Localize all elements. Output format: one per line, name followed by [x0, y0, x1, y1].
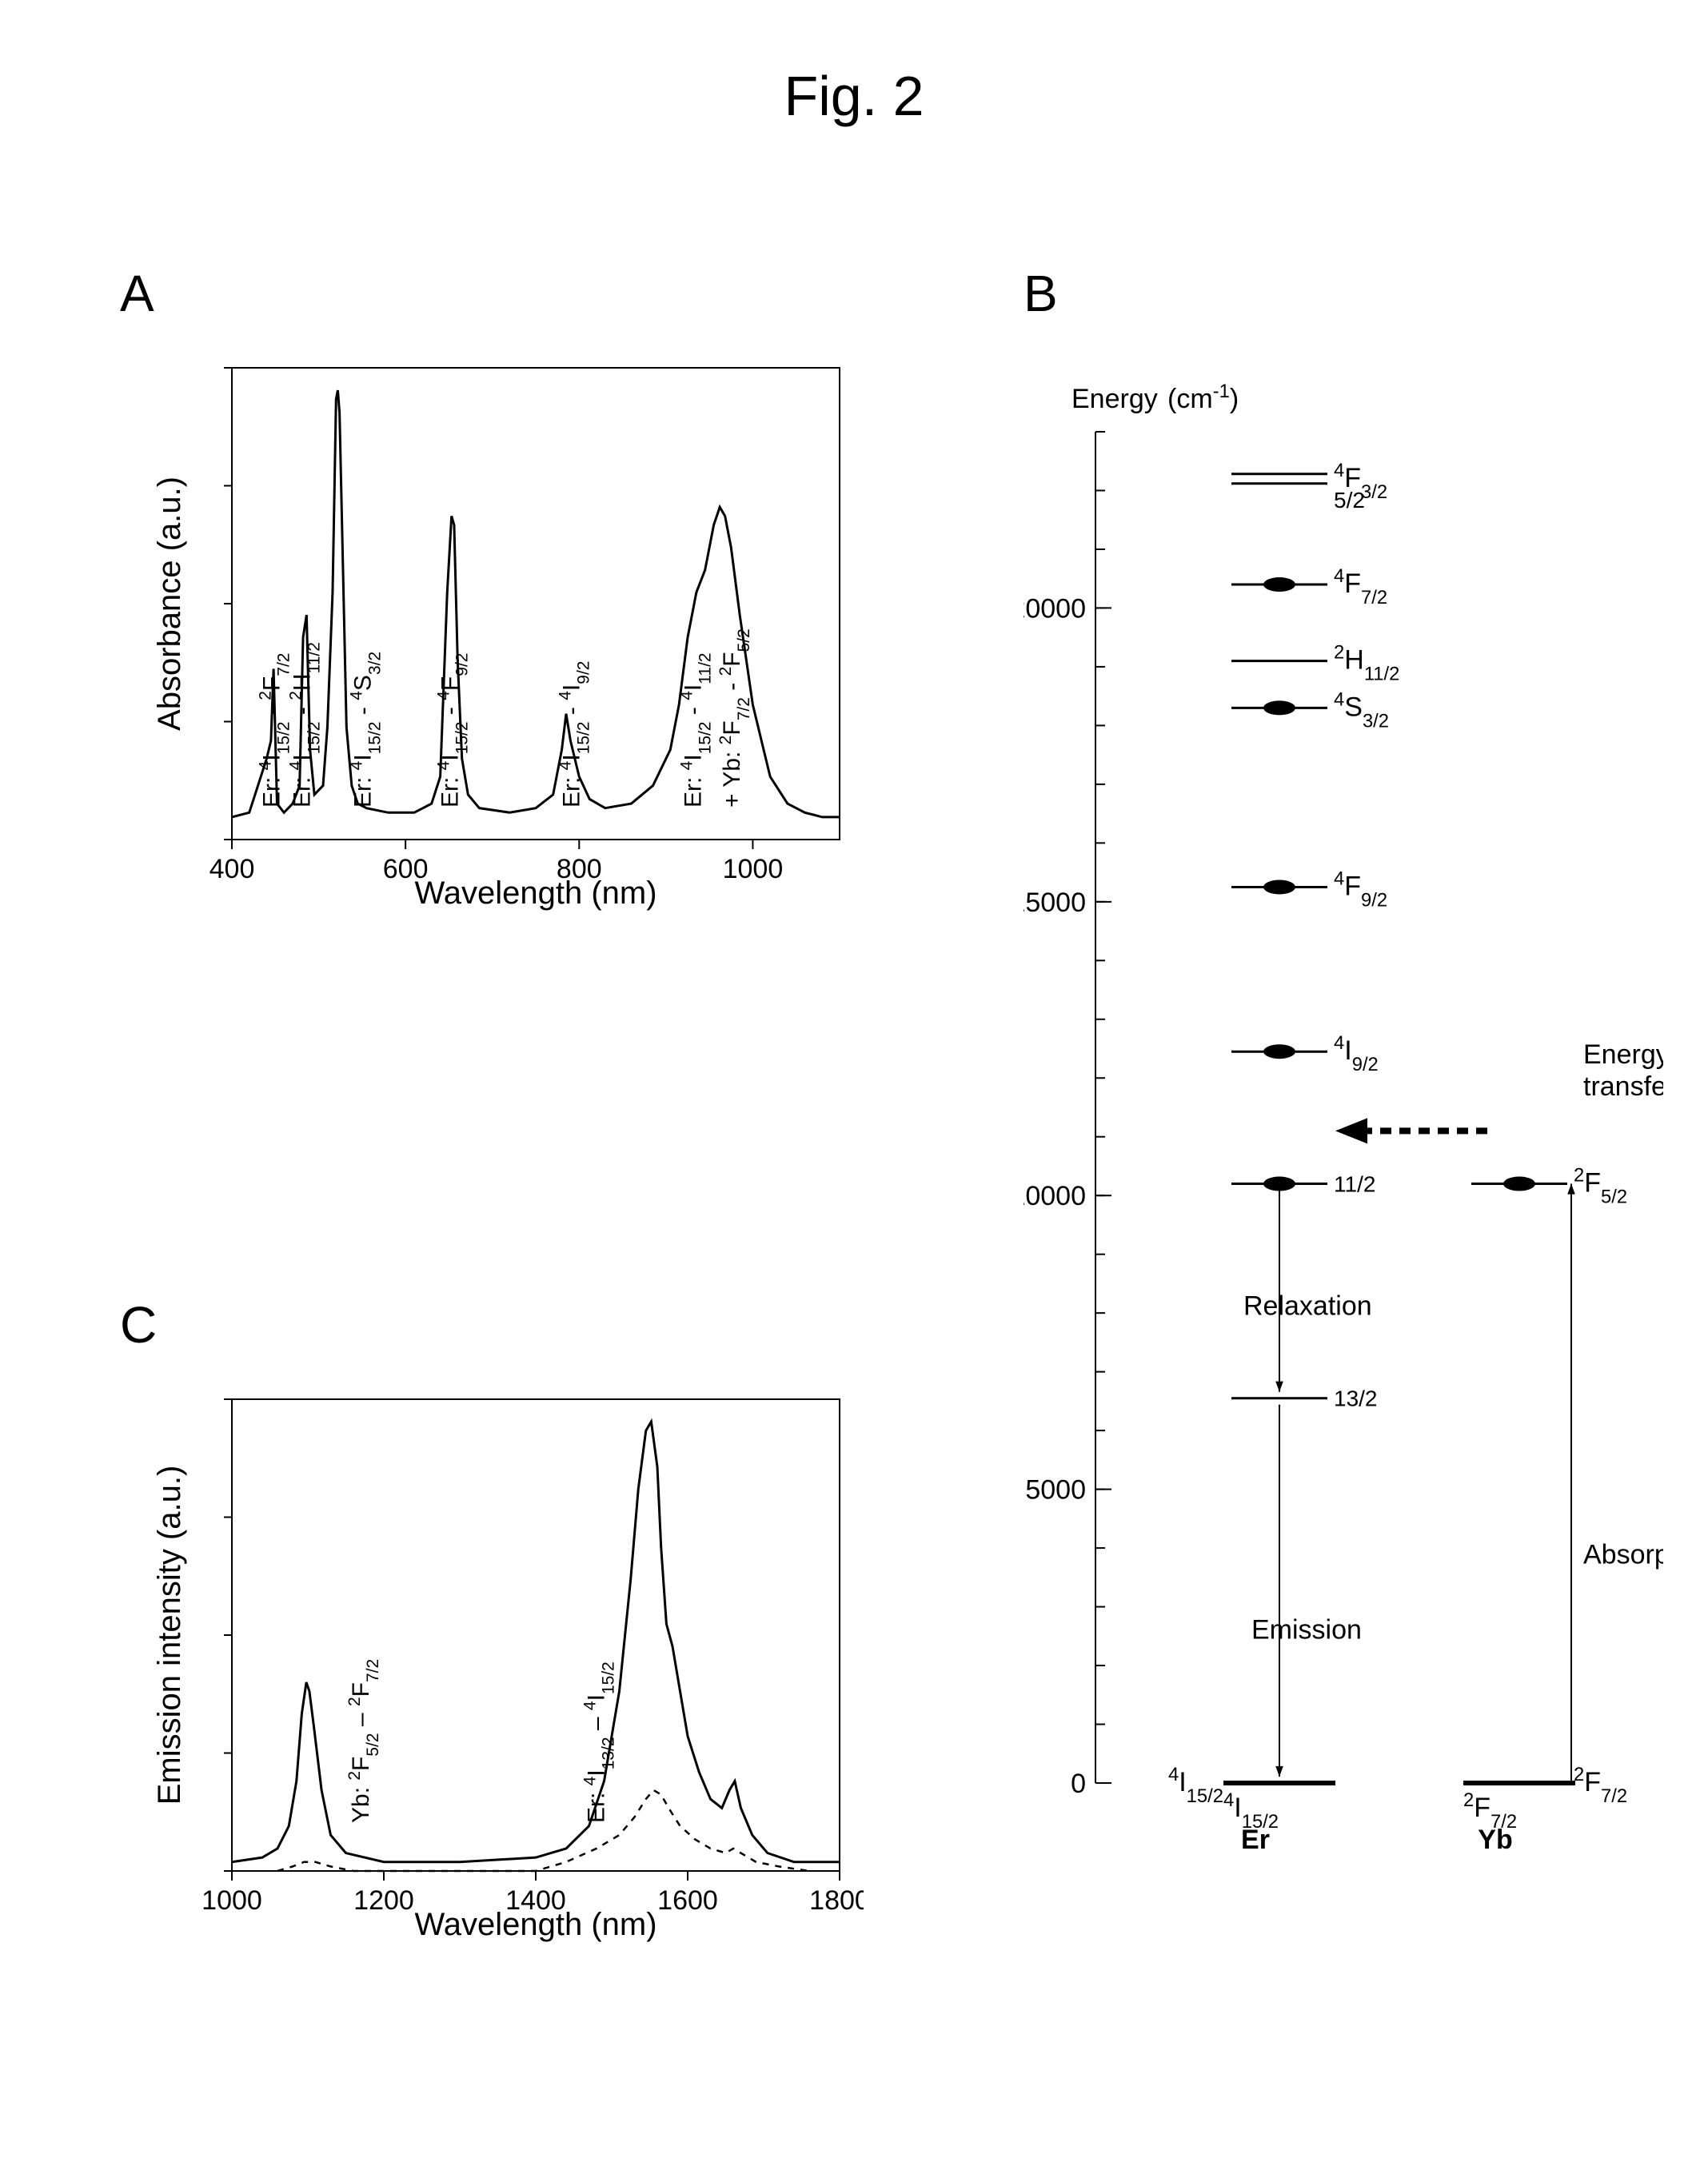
svg-text:2H11/2: 2H11/2 — [1334, 641, 1399, 684]
svg-text:4I9/2: 4I9/2 — [1334, 1032, 1379, 1075]
svg-text:1200: 1200 — [353, 1885, 414, 1916]
svg-text:400: 400 — [210, 854, 255, 884]
svg-text:+ Yb: 2F7/2 - 2F5/2: + Yb: 2F7/2 - 2F5/2 — [716, 628, 753, 808]
svg-text:Relaxation: Relaxation — [1243, 1291, 1372, 1322]
svg-text:10000: 10000 — [1024, 1181, 1086, 1211]
svg-text:Er: Er — [1241, 1825, 1270, 1855]
panel-label-B: B — [1024, 264, 1058, 323]
svg-text:(cm-1): (cm-1) — [1167, 381, 1239, 415]
svg-text:Emission intensity (a.u.): Emission intensity (a.u.) — [152, 1466, 187, 1805]
svg-text:0: 0 — [1071, 1769, 1086, 1799]
panel-C: 10001200140016001800Wavelength (nm)Emiss… — [144, 1375, 864, 1951]
svg-text:13/2: 13/2 — [1334, 1386, 1378, 1411]
svg-text:Yb: Yb — [1478, 1825, 1512, 1855]
svg-text:5000: 5000 — [1025, 1475, 1086, 1506]
svg-text:Er: 4I15/2 - 4I9/2: Er: 4I15/2 - 4I9/2 — [556, 661, 593, 808]
svg-text:Er: 4I15/2 - 2F7/2: Er: 4I15/2 - 2F7/2 — [256, 653, 293, 808]
svg-text:1000: 1000 — [202, 1885, 262, 1916]
svg-text:20000: 20000 — [1024, 593, 1086, 624]
svg-text:Wavelength (nm): Wavelength (nm) — [414, 876, 656, 911]
svg-text:4I15/2: 4I15/2 — [1168, 1764, 1223, 1807]
svg-text:11/2: 11/2 — [1334, 1172, 1375, 1197]
svg-text:transfer: transfer — [1583, 1071, 1663, 1102]
svg-text:2F7/2: 2F7/2 — [1574, 1764, 1627, 1807]
figure-title: Fig. 2 — [0, 64, 1708, 128]
svg-text:4F7/2: 4F7/2 — [1334, 565, 1387, 608]
svg-text:Er: 4I15/2 - 4S3/2: Er: 4I15/2 - 4S3/2 — [347, 652, 384, 808]
panel-B: Energy(cm-1)050001000015000200004F3/25/2… — [1024, 376, 1663, 1895]
panel-label-C: C — [120, 1295, 157, 1354]
panel-A: 4006008001000Wavelength (nm)Absorbance (… — [144, 344, 864, 919]
svg-text:Energy: Energy — [1071, 384, 1158, 414]
svg-text:1800: 1800 — [809, 1885, 864, 1916]
svg-text:15000: 15000 — [1024, 888, 1086, 918]
svg-text:Absorption: Absorption — [1583, 1539, 1663, 1570]
svg-text:Emission: Emission — [1251, 1614, 1362, 1645]
svg-text:Yb: 2F5/2 – 2F7/2: Yb: 2F5/2 – 2F7/2 — [345, 1659, 382, 1823]
svg-text:1600: 1600 — [657, 1885, 718, 1916]
svg-text:Wavelength (nm): Wavelength (nm) — [414, 1907, 656, 1942]
svg-text:2F5/2: 2F5/2 — [1574, 1164, 1627, 1207]
panel-label-A: A — [120, 264, 154, 323]
svg-text:1000: 1000 — [723, 854, 784, 884]
svg-text:4F9/2: 4F9/2 — [1334, 868, 1387, 911]
svg-text:Energy: Energy — [1583, 1039, 1663, 1070]
svg-text:4S3/2: 4S3/2 — [1334, 688, 1389, 732]
svg-text:5/2: 5/2 — [1334, 488, 1365, 513]
svg-text:Er: 4I13/2 – 4I15/2: Er: 4I13/2 – 4I15/2 — [581, 1661, 617, 1823]
svg-text:Absorbance (a.u.): Absorbance (a.u.) — [152, 477, 187, 731]
